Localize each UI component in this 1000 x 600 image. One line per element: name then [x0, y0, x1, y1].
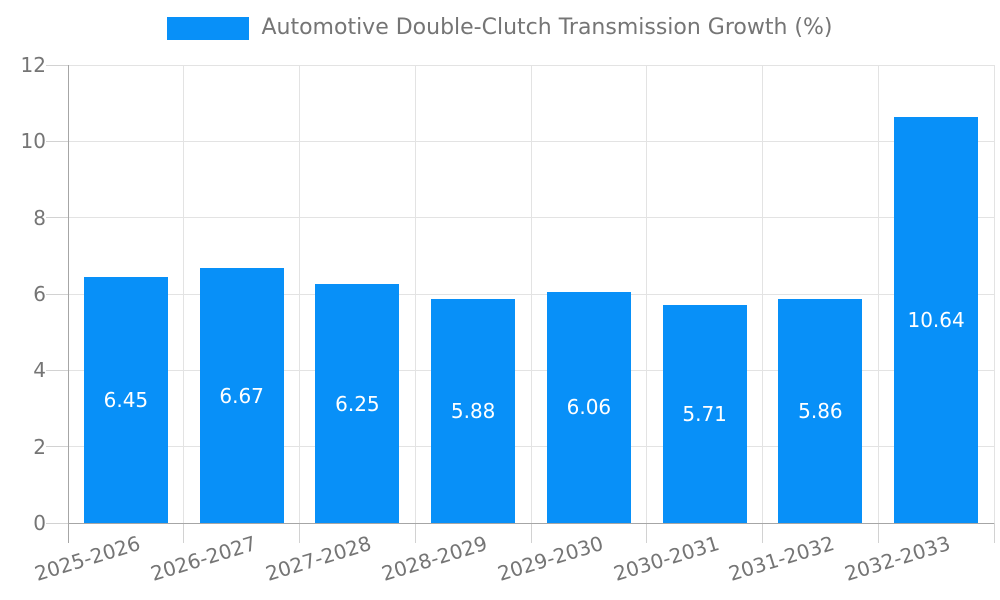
y-tick-label: 4 — [33, 358, 46, 383]
x-gridline — [183, 65, 185, 523]
x-gridline — [762, 65, 763, 523]
x-tick-label: 2030-2031 — [610, 531, 722, 586]
x-tick — [414, 523, 416, 543]
y-tick — [46, 369, 68, 371]
y-tick-label: 0 — [33, 511, 46, 535]
x-tick — [762, 523, 763, 543]
bar — [83, 276, 168, 523]
x-tick — [183, 523, 185, 543]
x-tick — [877, 523, 879, 543]
x-tick-label: 2027-2028 — [263, 531, 375, 586]
x-gridline — [414, 65, 416, 523]
y-tick — [46, 140, 68, 142]
y-tick-label: 8 — [33, 205, 46, 230]
bar-value-label: 6.67 — [219, 383, 264, 408]
x-tick-label: 2026-2027 — [147, 531, 259, 586]
bar-value-label: 5.71 — [682, 402, 727, 427]
y-tick-label: 2 — [33, 434, 46, 459]
x-axis-line — [68, 522, 994, 524]
bar — [315, 284, 400, 523]
bar — [199, 268, 284, 523]
y-axis-line — [67, 65, 69, 543]
y-tick-label: 12 — [20, 53, 46, 77]
legend-swatch-icon — [167, 16, 250, 40]
bar-value-label: 5.86 — [798, 399, 843, 424]
y-tick — [46, 446, 68, 448]
x-tick — [530, 523, 532, 543]
x-tick-label: 2029-2030 — [494, 531, 606, 586]
y-tick-label: 6 — [33, 282, 46, 306]
bar-value-label: 5.88 — [450, 398, 496, 423]
y-tick — [46, 522, 68, 524]
x-tick-label: 2032-2033 — [841, 531, 954, 586]
x-gridline — [877, 65, 879, 523]
y-tick — [46, 64, 68, 66]
x-gridline — [299, 65, 300, 523]
bar — [778, 299, 863, 523]
legend-label: Automotive Double-Clutch Transmission Gr… — [261, 15, 833, 40]
y-tick — [46, 217, 68, 219]
y-tick-label: 10 — [20, 129, 46, 154]
legend[interactable]: Automotive Double-Clutch Transmission Gr… — [0, 14, 1000, 42]
bar — [546, 291, 631, 523]
x-tick — [299, 523, 300, 543]
bar — [431, 298, 516, 523]
bar — [662, 305, 747, 523]
bar — [894, 116, 979, 523]
bar-value-label: 6.45 — [103, 387, 149, 412]
x-tick-label: 2025-2026 — [31, 531, 143, 586]
x-gridline — [530, 65, 532, 523]
y-tick — [46, 293, 68, 295]
x-tick — [993, 523, 995, 543]
x-tick-label: 2031-2032 — [726, 531, 838, 586]
x-tick-label: 2028-2029 — [378, 531, 491, 586]
bar-value-label: 6.06 — [566, 395, 612, 420]
x-gridline — [993, 65, 995, 523]
bar-value-label: 6.25 — [335, 391, 380, 416]
x-gridline — [646, 65, 648, 523]
x-tick — [646, 523, 648, 543]
bar-value-label: 10.64 — [907, 307, 965, 332]
